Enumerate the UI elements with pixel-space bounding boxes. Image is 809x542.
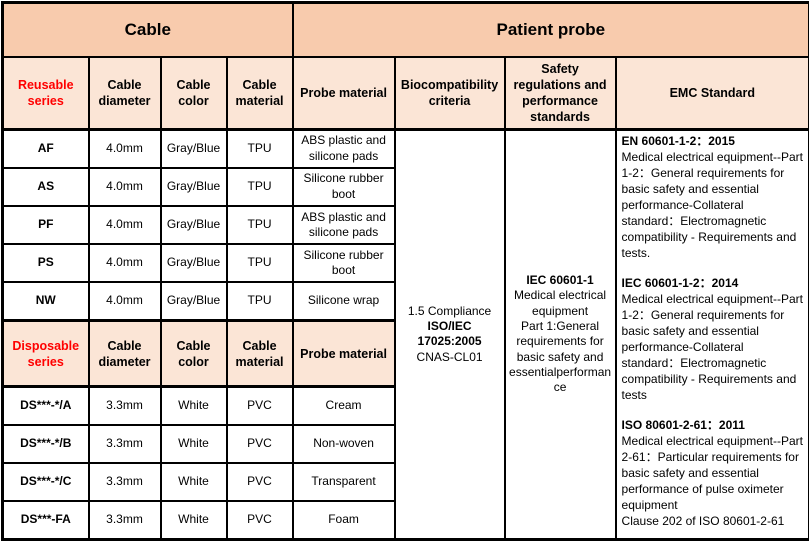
table-row-ds-b: DS***-*/B 3.3mm White PVC Non-woven [1,423,809,464]
cell-series: PS [1,243,90,284]
cell-probe-material: Silicone rubber boot [291,243,396,284]
cell-cable-color: Gray/Blue [159,204,228,246]
cell-cable-diameter: 3.3mm [87,385,162,426]
emc-block-title: IEC 60601-1-2：2014 [621,275,739,290]
header-probe-material: Probe material [291,56,396,131]
cell-cable-color: Gray/Blue [159,281,228,322]
table-row-ds-a: DS***-*/A 3.3mm White PVC Cream [1,385,809,426]
table-row-ds-c: DS***-*/C 3.3mm White PVC Transparent [1,461,809,503]
group-header-cable: Cable [1,1,294,59]
header-cable-material: Cable material [225,318,294,388]
cell-cable-material: TPU [225,166,294,207]
biocompatibility-line-2: ISO/IEC 17025:2005 [417,319,482,349]
table-row-ps: PS 4.0mm Gray/Blue TPU Silicone rubber b… [1,243,809,284]
biocompatibility-cell: 1.5 Compliance ISO/IEC 17025:2005 CNAS-C… [393,127,506,541]
header-biocompatibility: Biocompatibility criteria [393,56,506,131]
column-header-row: Reusable series Cable diameter Cable col… [1,56,809,131]
cell-cable-color: White [159,423,228,464]
cell-cable-material: TPU [225,127,294,169]
cell-cable-material: PVC [225,461,294,503]
safety-regulations-cell: IEC 60601-1 Medical electrical equipment… [503,127,617,541]
group-header-row: Cable Patient probe [1,1,809,59]
cell-cable-color: Gray/Blue [159,166,228,207]
emc-block-body: Medical electrical equipment--Part 1-2：G… [621,291,803,402]
table-row-pf: PF 4.0mm Gray/Blue TPU ABS plastic and s… [1,204,809,246]
table-row-as: AS 4.0mm Gray/Blue TPU Silicone rubber b… [1,166,809,207]
cell-probe-material: Foam [291,500,396,541]
header-emc-standard: EMC Standard [614,56,809,131]
cell-cable-material: TPU [225,243,294,284]
group-header-patient-probe: Patient probe [291,1,809,59]
header-disposable-series: Disposable series [1,318,90,388]
biocompatibility-line-3: CNAS-CL01 [416,349,483,364]
emc-block-title: EN 60601-1-2：2015 [621,133,735,148]
cell-series: AS [1,166,90,207]
header-reusable-series: Reusable series [1,56,90,131]
header-cable-color: Cable color [159,318,228,388]
cell-series: DS***-*/A [1,385,90,426]
header-probe-material: Probe material [291,318,396,388]
cell-cable-diameter: 3.3mm [87,461,162,503]
emc-block-iso80601: ISO 80601-2-61：2011 Medical electrical e… [622,417,804,529]
header-cable-material: Cable material [225,56,294,131]
header-safety-regulations: Safety regulations and performance stand… [503,56,617,131]
cell-cable-diameter: 4.0mm [87,204,162,246]
cell-probe-material: Transparent [291,461,396,503]
cell-probe-material: Non-woven [291,423,396,464]
emc-block-iec60601: IEC 60601-1-2：2014 Medical electrical eq… [622,275,804,403]
cell-series: DS***-*/C [1,461,90,503]
cell-cable-material: PVC [225,500,294,541]
emc-block-en60601: EN 60601-1-2：2015 Medical electrical equ… [622,133,804,261]
cell-cable-color: White [159,461,228,503]
cell-cable-diameter: 4.0mm [87,243,162,284]
cell-series: PF [1,204,90,246]
table-row-nw: NW 4.0mm Gray/Blue TPU Silicone wrap [1,281,809,322]
cell-series: DS***-*/B [1,423,90,464]
cell-cable-diameter: 4.0mm [87,127,162,169]
cell-cable-color: White [159,500,228,541]
cell-cable-material: TPU [225,281,294,322]
cell-cable-material: PVC [225,423,294,464]
cell-cable-material: PVC [225,385,294,426]
disposable-header-row: Disposable series Cable diameter Cable c… [1,318,809,388]
safety-title: IEC 60601-1 [526,272,594,287]
cell-probe-material: Silicone wrap [291,281,396,322]
table-row-ds-fa: DS***-FA 3.3mm White PVC Foam [1,500,809,541]
table-row-af: AF 4.0mm Gray/Blue TPU ABS plastic and s… [1,127,809,541]
cell-series: AF [1,127,90,169]
cell-probe-material: ABS plastic and silicone pads [291,204,396,246]
cell-series: DS***-FA [1,500,90,541]
cell-cable-color: Gray/Blue [159,127,228,169]
emc-standard-cell: EN 60601-1-2：2015 Medical electrical equ… [614,127,809,541]
cell-cable-material: TPU [225,204,294,246]
emc-block-title: ISO 80601-2-61：2011 [621,417,745,432]
cell-series: NW [1,281,90,322]
cell-probe-material: ABS plastic and silicone pads [291,127,396,169]
cell-cable-color: White [159,385,228,426]
header-cable-diameter: Cable diameter [87,56,162,131]
biocompatibility-line-1: 1.5 Compliance [407,303,492,318]
safety-body: Medical electrical equipment Part 1:Gene… [509,288,612,395]
header-cable-color: Cable color [159,56,228,131]
cell-probe-material: Cream [291,385,396,426]
emc-block-body: Medical electrical equipment--Part 1-2：G… [621,149,803,260]
cell-cable-diameter: 3.3mm [87,500,162,541]
cell-cable-diameter: 3.3mm [87,423,162,464]
cell-cable-diameter: 4.0mm [87,281,162,322]
cell-cable-diameter: 4.0mm [87,166,162,207]
emc-block-body: Medical electrical equipment--Part 2-61：… [621,433,803,528]
header-cable-diameter: Cable diameter [87,318,162,388]
cell-probe-material: Silicone rubber boot [291,166,396,207]
cell-cable-color: Gray/Blue [159,243,228,284]
